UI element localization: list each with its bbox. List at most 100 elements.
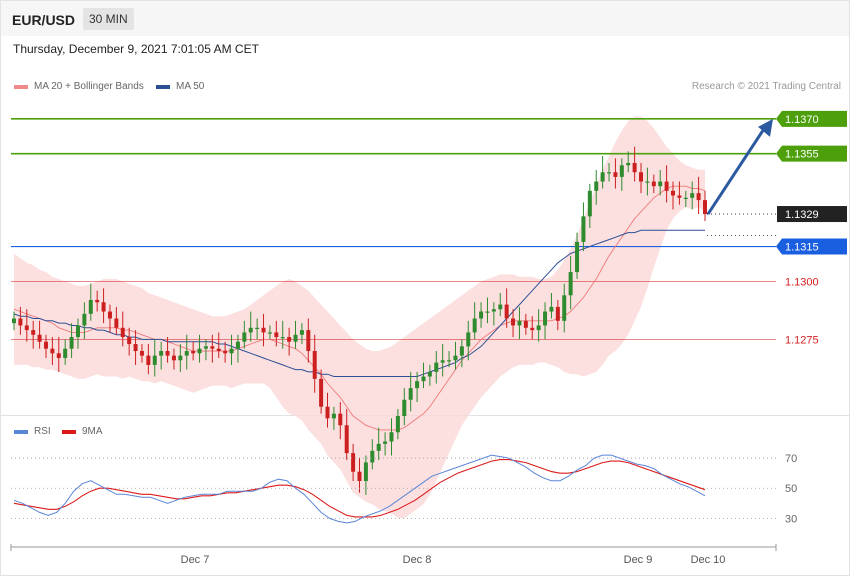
- rsi-tick-label: 70: [785, 453, 797, 465]
- candle-body: [152, 355, 157, 365]
- candle-body: [101, 302, 106, 312]
- candle-body: [658, 181, 663, 187]
- level-label: 1.1300: [785, 276, 819, 288]
- rsi-tick-label: 30: [785, 513, 797, 525]
- candle-body: [671, 190, 676, 196]
- rsi-ma-swatch: [62, 429, 76, 434]
- candle-body: [600, 172, 605, 182]
- legend-ma50: MA 50: [156, 81, 204, 92]
- candle-body: [619, 165, 624, 177]
- candle-body: [581, 216, 586, 242]
- legend-ma20: MA 20 + Bollinger Bands: [14, 81, 144, 92]
- candle-body: [139, 351, 144, 356]
- candle-body: [370, 450, 375, 463]
- current-price-tag: [777, 206, 847, 223]
- candle-body: [287, 337, 292, 342]
- candle-body: [280, 337, 285, 339]
- candle-body: [274, 332, 279, 338]
- legend-rsi: RSI: [14, 426, 51, 437]
- forecast-arrow-head: [758, 118, 773, 137]
- candle-body: [466, 332, 471, 347]
- candle-body: [607, 172, 612, 174]
- candle-body: [319, 378, 324, 407]
- candle-body: [37, 334, 42, 342]
- candle-body: [376, 443, 381, 451]
- support-tag: [776, 238, 847, 255]
- candle-body: [203, 346, 208, 349]
- candle-body: [383, 441, 388, 444]
- candle-body: [613, 172, 618, 177]
- candle-body: [645, 181, 650, 183]
- resistance-tag: [776, 110, 847, 127]
- x-tick-label: Dec 7: [181, 554, 210, 566]
- candle-body: [12, 318, 16, 324]
- bollinger-band: [14, 116, 705, 519]
- candle-body: [408, 388, 413, 400]
- candle-body: [255, 327, 260, 329]
- ma50-label: MA 50: [176, 81, 205, 92]
- candle-body: [389, 432, 394, 442]
- candle-body: [543, 311, 548, 326]
- x-tick-label: Dec 10: [691, 554, 726, 566]
- candle-body: [690, 193, 695, 198]
- candle-body: [536, 325, 541, 331]
- candle-body: [165, 351, 170, 356]
- candle-body: [562, 295, 567, 321]
- candle-body: [344, 425, 349, 454]
- legend-rsi-ma: 9MA: [62, 426, 103, 437]
- candle-body: [267, 332, 272, 334]
- rsi-line: [13, 454, 706, 524]
- candle-body: [191, 351, 196, 354]
- candle-body: [107, 311, 112, 319]
- candle-body: [18, 318, 23, 326]
- candle-body: [325, 406, 330, 419]
- ma20-swatch: [14, 84, 28, 89]
- candle-body: [427, 371, 432, 377]
- candle-body: [703, 200, 707, 215]
- timeframe-badge[interactable]: 30 MIN: [83, 8, 134, 30]
- candle-body: [133, 344, 138, 351]
- candle-body: [299, 330, 304, 335]
- candle-body: [357, 471, 362, 481]
- timestamp: Thursday, December 9, 2021 7:01:05 AM CE…: [13, 42, 259, 56]
- candle-body: [216, 348, 221, 351]
- candle-body: [178, 355, 183, 361]
- candle-body: [146, 355, 151, 365]
- copyright-label: Research © 2021 Trading Central: [691, 81, 841, 92]
- candle-body: [453, 355, 458, 361]
- candle-body: [479, 311, 484, 319]
- candle-body: [440, 360, 445, 363]
- candle-body: [626, 162, 631, 166]
- candle-body: [159, 351, 164, 356]
- candle-body: [677, 195, 682, 198]
- candle-body: [63, 348, 68, 358]
- candle-body: [485, 311, 490, 313]
- candle-body: [229, 348, 234, 354]
- candle-body: [517, 320, 522, 326]
- candle-body: [555, 306, 560, 321]
- candle-body: [549, 306, 554, 312]
- candle-body: [568, 272, 573, 296]
- rsi-tick-label: 50: [785, 483, 797, 495]
- candle-body: [50, 348, 55, 354]
- candle-body: [447, 360, 452, 362]
- candle-body: [415, 381, 420, 389]
- candle-body: [459, 346, 464, 356]
- candle-body: [363, 462, 368, 481]
- rsi-ma-label: 9MA: [82, 426, 103, 437]
- candle-body: [235, 341, 240, 349]
- candle-body: [491, 309, 496, 312]
- candle-body: [632, 162, 637, 173]
- candle-body: [683, 197, 688, 199]
- candle-body: [120, 327, 125, 338]
- candle-body: [498, 304, 503, 310]
- rsi-swatch: [14, 429, 28, 434]
- candle-body: [664, 181, 669, 191]
- ma50-swatch: [156, 84, 170, 89]
- ma20-label: MA 20 + Bollinger Bands: [34, 81, 144, 92]
- candle-body: [511, 318, 516, 326]
- x-tick-label: Dec 8: [403, 554, 432, 566]
- candle-body: [696, 193, 701, 201]
- candle-body: [31, 330, 36, 335]
